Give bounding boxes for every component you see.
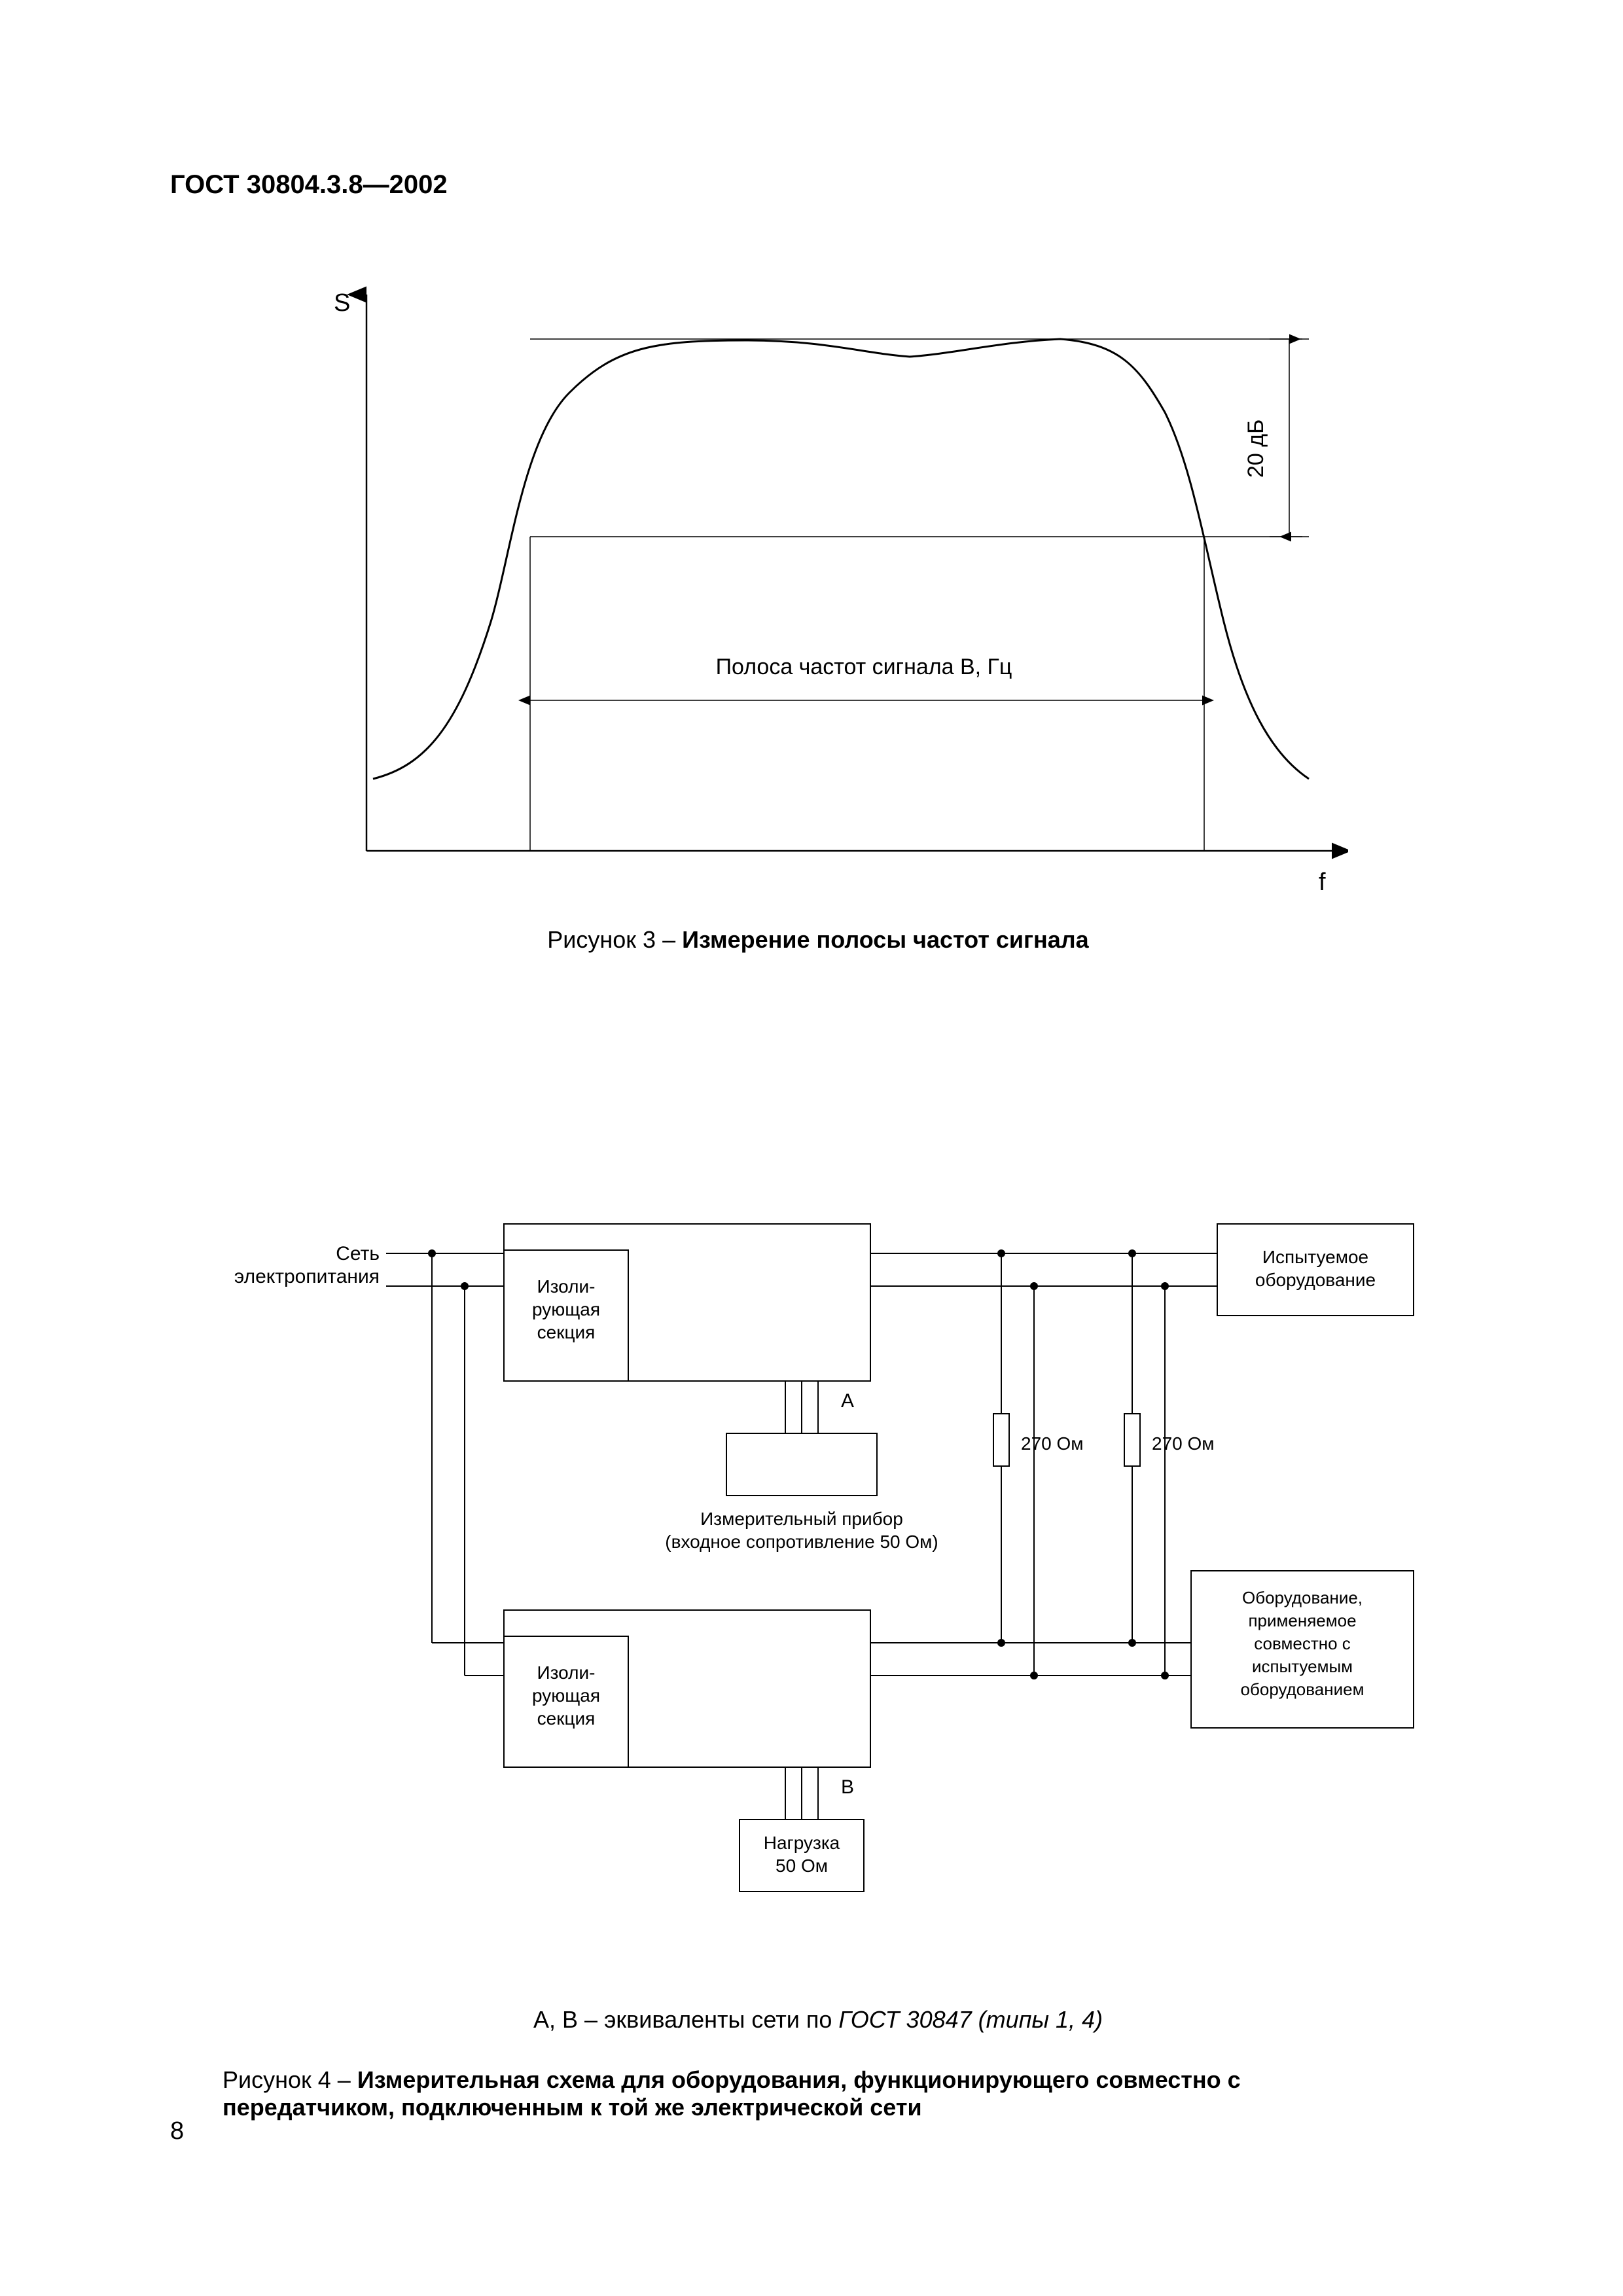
resistor-r2: 270 Ом xyxy=(1124,1253,1215,1643)
load-line2: 50 Ом xyxy=(776,1856,828,1876)
document-header: ГОСТ 30804.3.8—2002 xyxy=(170,170,448,200)
figure-3-caption-bold: Измерение полосы частот сигнала xyxy=(682,926,1089,953)
figure-3: S f 20 дБ Полоса частот сигнала В, Гц xyxy=(288,281,1348,954)
db-label: 20 дБ xyxy=(1243,420,1268,478)
figure-3-curve-chart: S f 20 дБ Полоса частот сигнала В, Гц xyxy=(288,281,1348,910)
axes: S f xyxy=(334,289,1335,896)
instrument-box xyxy=(726,1433,877,1496)
dut-line1: Испытуемое xyxy=(1262,1247,1368,1267)
figure-4-note-prefix: А, В – эквиваленты сети по xyxy=(533,2006,838,2033)
figure-4-note-italic: ГОСТ 30847 (типы 1, 4) xyxy=(838,2006,1103,2033)
isolation-1-line2: рующая xyxy=(532,1299,600,1319)
isolation-2-line1: Изоли- xyxy=(537,1662,596,1683)
instrument-line2: (входное сопротивление 50 Ом) xyxy=(665,1532,938,1552)
label-power-net-1: Сеть xyxy=(336,1243,380,1265)
figure-3-caption-prefix: Рисунок 3 – xyxy=(547,926,682,953)
label-a: A xyxy=(841,1390,854,1412)
isolation-1-line3: секция xyxy=(537,1322,596,1342)
figure-4-block-diagram: Сеть электропитания Изоли- рующая секция… xyxy=(196,1178,1440,1964)
bandwidth-label: Полоса частот сигнала В, Гц xyxy=(716,655,1012,679)
figure-4-caption-prefix: Рисунок 4 – xyxy=(223,2066,357,2093)
figure-4: Сеть электропитания Изоли- рующая секция… xyxy=(196,1178,1440,2121)
aux-line5: оборудованием xyxy=(1241,1679,1364,1699)
figure-4-note: А, В – эквиваленты сети по ГОСТ 30847 (т… xyxy=(196,2006,1440,2034)
db-dimension: 20 дБ xyxy=(1243,339,1309,537)
aux-line2: применяемое xyxy=(1248,1611,1356,1630)
aux-line1: Оборудование, xyxy=(1242,1588,1363,1607)
r2-label: 270 Ом xyxy=(1152,1433,1215,1454)
figure-3-caption: Рисунок 3 – Измерение полосы частот сигн… xyxy=(288,926,1348,954)
isolation-2-line2: рующая xyxy=(532,1685,600,1706)
dut-line2: оборудование xyxy=(1255,1270,1376,1290)
isolation-1-line1: Изоли- xyxy=(537,1276,596,1297)
instrument-line1: Измерительный прибор xyxy=(700,1509,903,1529)
bandwidth-dimension: Полоса частот сигнала В, Гц xyxy=(530,537,1204,851)
page: ГОСТ 30804.3.8—2002 xyxy=(0,0,1623,2296)
page-number: 8 xyxy=(170,2117,184,2145)
x-axis-label: f xyxy=(1319,869,1326,896)
figure-4-caption: Рисунок 4 – Измерительная схема для обор… xyxy=(196,2066,1440,2121)
label-power-net-2: электропитания xyxy=(234,1266,380,1287)
r1-label: 270 Ом xyxy=(1021,1433,1084,1454)
aux-line4: испытуемым xyxy=(1252,1657,1353,1676)
response-curve xyxy=(373,339,1309,779)
y-axis-label: S xyxy=(334,289,350,317)
label-b: B xyxy=(841,1776,854,1798)
load-line1: Нагрузка xyxy=(764,1833,840,1853)
figure-4-caption-bold: Измерительная схема для оборудования, фу… xyxy=(223,2066,1241,2121)
isolation-2-line3: секция xyxy=(537,1708,596,1729)
aux-line3: совместно с xyxy=(1254,1634,1351,1653)
resistor-r1: 270 Ом xyxy=(993,1253,1084,1643)
